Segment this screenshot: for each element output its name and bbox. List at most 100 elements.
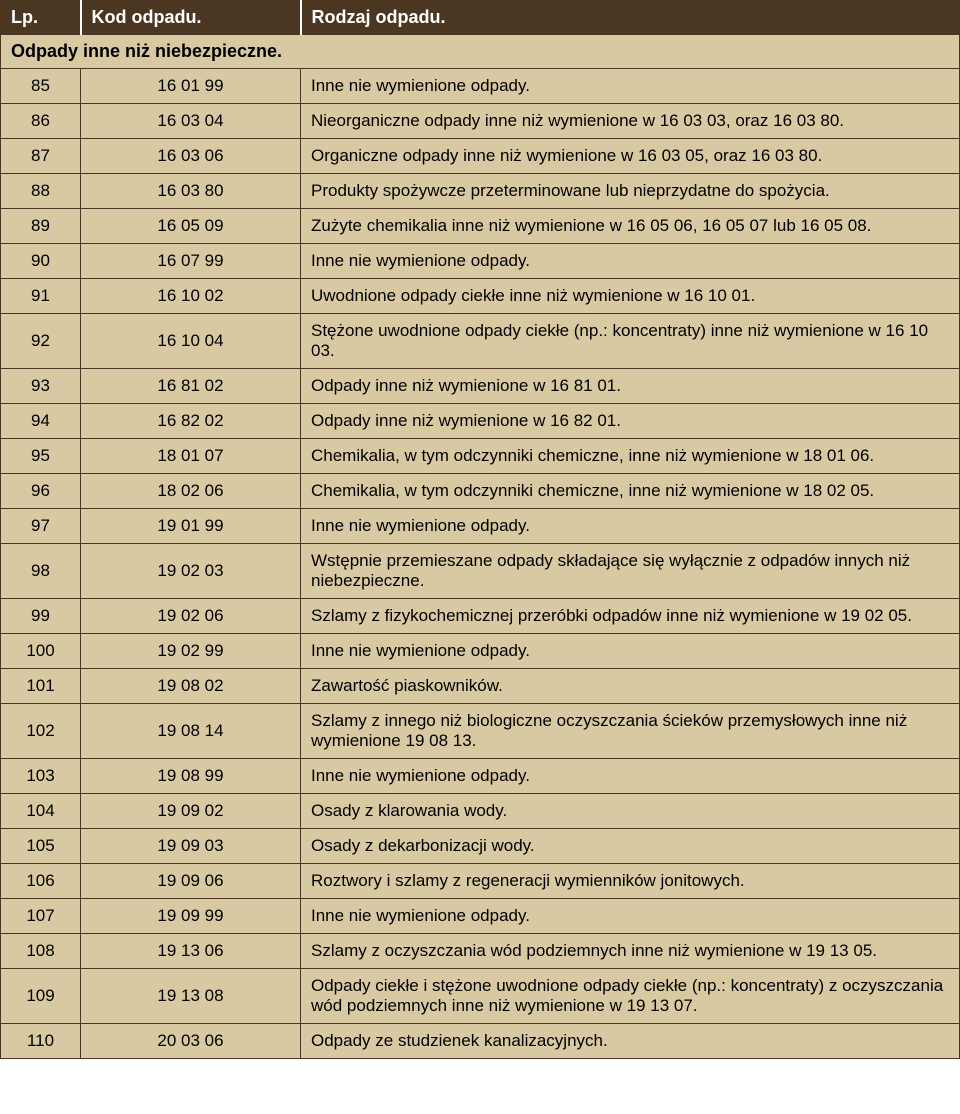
- cell-kod: 19 09 99: [81, 899, 301, 934]
- cell-rodzaj: Zawartość piaskowników.: [301, 669, 960, 704]
- cell-kod: 16 03 80: [81, 174, 301, 209]
- cell-rodzaj: Odpady inne niż wymienione w 16 82 01.: [301, 404, 960, 439]
- cell-rodzaj: Odpady ciekłe i stężone uwodnione odpady…: [301, 969, 960, 1024]
- cell-lp: 99: [1, 599, 81, 634]
- cell-kod: 16 07 99: [81, 244, 301, 279]
- cell-lp: 94: [1, 404, 81, 439]
- cell-kod: 16 82 02: [81, 404, 301, 439]
- cell-lp: 97: [1, 509, 81, 544]
- cell-kod: 20 03 06: [81, 1024, 301, 1059]
- cell-kod: 16 03 04: [81, 104, 301, 139]
- cell-kod: 16 01 99: [81, 69, 301, 104]
- header-lp: Lp.: [1, 1, 81, 35]
- cell-lp: 104: [1, 794, 81, 829]
- cell-rodzaj: Szlamy z innego niż biologiczne oczyszcz…: [301, 704, 960, 759]
- cell-lp: 100: [1, 634, 81, 669]
- cell-kod: 19 09 06: [81, 864, 301, 899]
- table-row: 8516 01 99Inne nie wymienione odpady.: [1, 69, 960, 104]
- cell-kod: 16 05 09: [81, 209, 301, 244]
- cell-rodzaj: Inne nie wymienione odpady.: [301, 759, 960, 794]
- table-row: 11020 03 06Odpady ze studzienek kanaliza…: [1, 1024, 960, 1059]
- table-row: 9016 07 99Inne nie wymienione odpady.: [1, 244, 960, 279]
- table-row: 10119 08 02Zawartość piaskowników.: [1, 669, 960, 704]
- cell-lp: 95: [1, 439, 81, 474]
- cell-rodzaj: Produkty spożywcze przeterminowane lub n…: [301, 174, 960, 209]
- waste-codes-table: Lp.Kod odpadu.Rodzaj odpadu.Odpady inne …: [0, 0, 960, 1059]
- cell-rodzaj: Wstępnie przemieszane odpady składające …: [301, 544, 960, 599]
- cell-rodzaj: Chemikalia, w tym odczynniki chemiczne, …: [301, 474, 960, 509]
- cell-lp: 88: [1, 174, 81, 209]
- table-row: 10619 09 06Roztwory i szlamy z regenerac…: [1, 864, 960, 899]
- table-row: 10719 09 99Inne nie wymienione odpady.: [1, 899, 960, 934]
- cell-rodzaj: Uwodnione odpady ciekłe inne niż wymieni…: [301, 279, 960, 314]
- cell-rodzaj: Szlamy z fizykochemicznej przeróbki odpa…: [301, 599, 960, 634]
- cell-rodzaj: Odpady ze studzienek kanalizacyjnych.: [301, 1024, 960, 1059]
- cell-lp: 108: [1, 934, 81, 969]
- cell-lp: 106: [1, 864, 81, 899]
- cell-rodzaj: Odpady inne niż wymienione w 16 81 01.: [301, 369, 960, 404]
- table-header-row: Lp.Kod odpadu.Rodzaj odpadu.: [1, 1, 960, 35]
- table-row: 9216 10 04Stężone uwodnione odpady ciekł…: [1, 314, 960, 369]
- table-row: 8716 03 06Organiczne odpady inne niż wym…: [1, 139, 960, 174]
- table-row: 10219 08 14Szlamy z innego niż biologicz…: [1, 704, 960, 759]
- cell-kod: 16 03 06: [81, 139, 301, 174]
- cell-rodzaj: Zużyte chemikalia inne niż wymienione w …: [301, 209, 960, 244]
- cell-rodzaj: Inne nie wymienione odpady.: [301, 899, 960, 934]
- cell-lp: 91: [1, 279, 81, 314]
- cell-kod: 19 09 02: [81, 794, 301, 829]
- table-row: 10819 13 06Szlamy z oczyszczania wód pod…: [1, 934, 960, 969]
- table-row: 10519 09 03Osady z dekarbonizacji wody.: [1, 829, 960, 864]
- subheader-label: Odpady inne niż niebezpieczne.: [1, 35, 960, 69]
- cell-kod: 18 02 06: [81, 474, 301, 509]
- table-row: 9316 81 02Odpady inne niż wymienione w 1…: [1, 369, 960, 404]
- cell-rodzaj: Organiczne odpady inne niż wymienione w …: [301, 139, 960, 174]
- cell-kod: 19 02 06: [81, 599, 301, 634]
- table-row: 8916 05 09Zużyte chemikalia inne niż wym…: [1, 209, 960, 244]
- table-row: 10319 08 99Inne nie wymienione odpady.: [1, 759, 960, 794]
- table-row: 10419 09 02Osady z klarowania wody.: [1, 794, 960, 829]
- cell-lp: 101: [1, 669, 81, 704]
- cell-lp: 92: [1, 314, 81, 369]
- table-row: 9518 01 07Chemikalia, w tym odczynniki c…: [1, 439, 960, 474]
- table-row: 10019 02 99Inne nie wymienione odpady.: [1, 634, 960, 669]
- cell-kod: 19 08 02: [81, 669, 301, 704]
- cell-lp: 96: [1, 474, 81, 509]
- cell-kod: 19 02 99: [81, 634, 301, 669]
- cell-kod: 19 09 03: [81, 829, 301, 864]
- cell-lp: 85: [1, 69, 81, 104]
- table-row: 9618 02 06Chemikalia, w tym odczynniki c…: [1, 474, 960, 509]
- cell-kod: 18 01 07: [81, 439, 301, 474]
- cell-kod: 16 10 04: [81, 314, 301, 369]
- cell-lp: 89: [1, 209, 81, 244]
- cell-lp: 102: [1, 704, 81, 759]
- cell-kod: 19 13 08: [81, 969, 301, 1024]
- cell-lp: 90: [1, 244, 81, 279]
- cell-kod: 16 10 02: [81, 279, 301, 314]
- cell-rodzaj: Szlamy z oczyszczania wód podziemnych in…: [301, 934, 960, 969]
- cell-lp: 107: [1, 899, 81, 934]
- cell-kod: 19 08 14: [81, 704, 301, 759]
- cell-kod: 19 01 99: [81, 509, 301, 544]
- table-row: 9719 01 99Inne nie wymienione odpady.: [1, 509, 960, 544]
- cell-kod: 16 81 02: [81, 369, 301, 404]
- cell-rodzaj: Inne nie wymienione odpady.: [301, 69, 960, 104]
- cell-lp: 109: [1, 969, 81, 1024]
- cell-rodzaj: Osady z klarowania wody.: [301, 794, 960, 829]
- table-row: 8816 03 80Produkty spożywcze przetermino…: [1, 174, 960, 209]
- cell-rodzaj: Nieorganiczne odpady inne niż wymienione…: [301, 104, 960, 139]
- cell-lp: 93: [1, 369, 81, 404]
- subheader-row: Odpady inne niż niebezpieczne.: [1, 35, 960, 69]
- cell-kod: 19 13 06: [81, 934, 301, 969]
- cell-rodzaj: Inne nie wymienione odpady.: [301, 634, 960, 669]
- cell-kod: 19 08 99: [81, 759, 301, 794]
- cell-rodzaj: Inne nie wymienione odpady.: [301, 244, 960, 279]
- table-row: 9416 82 02Odpady inne niż wymienione w 1…: [1, 404, 960, 439]
- table-row: 10919 13 08Odpady ciekłe i stężone uwodn…: [1, 969, 960, 1024]
- table-row: 9819 02 03Wstępnie przemieszane odpady s…: [1, 544, 960, 599]
- cell-lp: 103: [1, 759, 81, 794]
- table-row: 8616 03 04Nieorganiczne odpady inne niż …: [1, 104, 960, 139]
- cell-rodzaj: Stężone uwodnione odpady ciekłe (np.: ko…: [301, 314, 960, 369]
- cell-rodzaj: Inne nie wymienione odpady.: [301, 509, 960, 544]
- table-row: 9116 10 02Uwodnione odpady ciekłe inne n…: [1, 279, 960, 314]
- cell-rodzaj: Osady z dekarbonizacji wody.: [301, 829, 960, 864]
